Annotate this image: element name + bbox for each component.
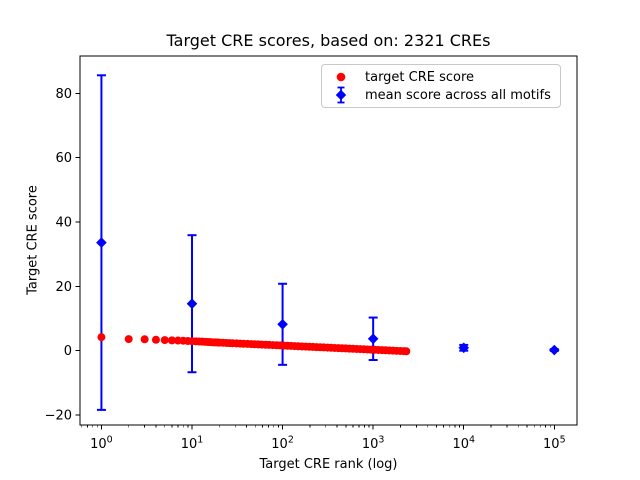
- x-tick-label: 103: [362, 435, 385, 453]
- legend: target CRE score mean score across all m…: [321, 64, 561, 108]
- data-point: [458, 342, 470, 354]
- error-bars: [96, 74, 559, 411]
- y-axis-ticks: [75, 92, 80, 416]
- data-point: [402, 347, 411, 356]
- y-tick-label: 40: [55, 216, 72, 231]
- target-cre-score-points: [97, 333, 411, 356]
- x-axis-tick-labels: 100 101 102 103 104 105: [90, 435, 565, 453]
- y-tick-label: 80: [55, 87, 72, 102]
- data-point: [97, 333, 106, 342]
- y-tick-label: −20: [45, 409, 72, 424]
- data-point: [160, 336, 169, 345]
- x-tick-label: 104: [452, 435, 475, 453]
- data-point: [367, 333, 379, 345]
- x-tick-label: 101: [181, 435, 204, 453]
- legend-label: mean score across all motifs: [365, 87, 551, 103]
- legend-item-mean-score: mean score across all motifs: [330, 86, 554, 104]
- x-tick-label: 105: [543, 435, 566, 453]
- data-point: [549, 344, 560, 356]
- data-point: [186, 298, 198, 310]
- legend-item-target-cre-score: target CRE score: [330, 68, 554, 86]
- data-point: [277, 319, 288, 330]
- x-axis-minor-ticks: [80, 425, 551, 428]
- x-tick-label: 100: [90, 435, 113, 453]
- x-axis-label: Target CRE rank (log): [259, 457, 398, 472]
- y-tick-label: 60: [55, 151, 72, 166]
- data-point: [167, 336, 176, 345]
- mean-score-diamonds: [96, 237, 560, 356]
- y-axis-tick-labels: −20 0 20 40 60 80: [45, 87, 72, 424]
- legend-label: target CRE score: [365, 69, 475, 85]
- y-axis-label: Target CRE score: [25, 185, 41, 295]
- red-circle-marker-icon: [330, 68, 352, 86]
- y-tick-label: 0: [64, 344, 72, 359]
- y-tick-label: 20: [55, 280, 72, 295]
- data-point: [124, 335, 133, 344]
- chart-title: Target CRE scores, based on: 2321 CREs: [166, 31, 491, 50]
- data-point: [140, 335, 149, 344]
- x-tick-label: 102: [271, 435, 294, 453]
- x-axis-major-ticks: [100, 425, 555, 430]
- data-point: [151, 335, 160, 344]
- axes-spines: [79, 55, 578, 426]
- data-point: [96, 237, 107, 248]
- blue-diamond-errorbar-marker-icon: [330, 86, 352, 104]
